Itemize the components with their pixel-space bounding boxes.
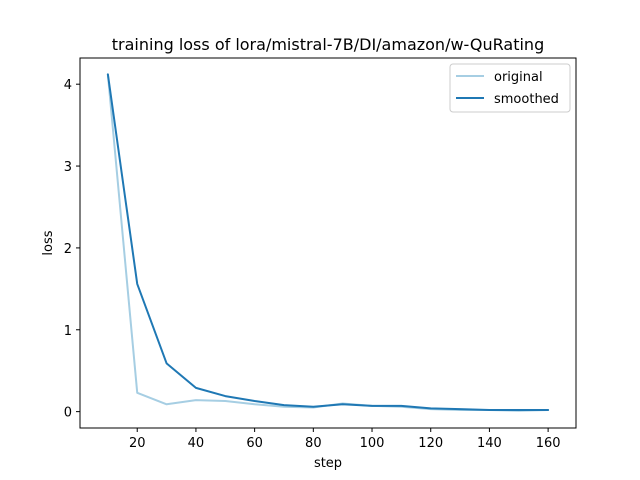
y-axis-label: loss — [41, 230, 56, 255]
legend-label-original: original — [494, 70, 543, 85]
y-tick-label: 1 — [64, 324, 72, 339]
plot-lines — [106, 73, 550, 412]
y-tick-label: 2 — [64, 242, 72, 257]
x-tick-label: 20 — [129, 436, 146, 451]
x-tick-label: 60 — [246, 436, 263, 451]
x-axis-ticks: 20 40 60 80 100 120 140 160 — [129, 428, 561, 451]
x-axis-label: step — [314, 456, 342, 471]
legend-label-smoothed: smoothed — [494, 92, 559, 107]
y-tick-label: 3 — [64, 160, 72, 175]
x-tick-label: 140 — [477, 436, 502, 451]
y-axis-ticks: 0 1 2 3 4 — [64, 78, 80, 421]
x-tick-label: 160 — [536, 436, 561, 451]
legend: original smoothed — [449, 63, 571, 113]
y-tick-label: 4 — [64, 78, 72, 93]
x-tick-label: 100 — [360, 436, 385, 451]
x-tick-label: 120 — [418, 436, 443, 451]
x-tick-label: 40 — [188, 436, 205, 451]
y-tick-label: 0 — [64, 406, 72, 421]
plot-frame — [79, 57, 577, 429]
chart-title: training loss of lora/mistral-7B/DI/amaz… — [112, 35, 544, 54]
x-tick-label: 80 — [305, 436, 322, 451]
series-line-smoothed — [106, 73, 550, 411]
